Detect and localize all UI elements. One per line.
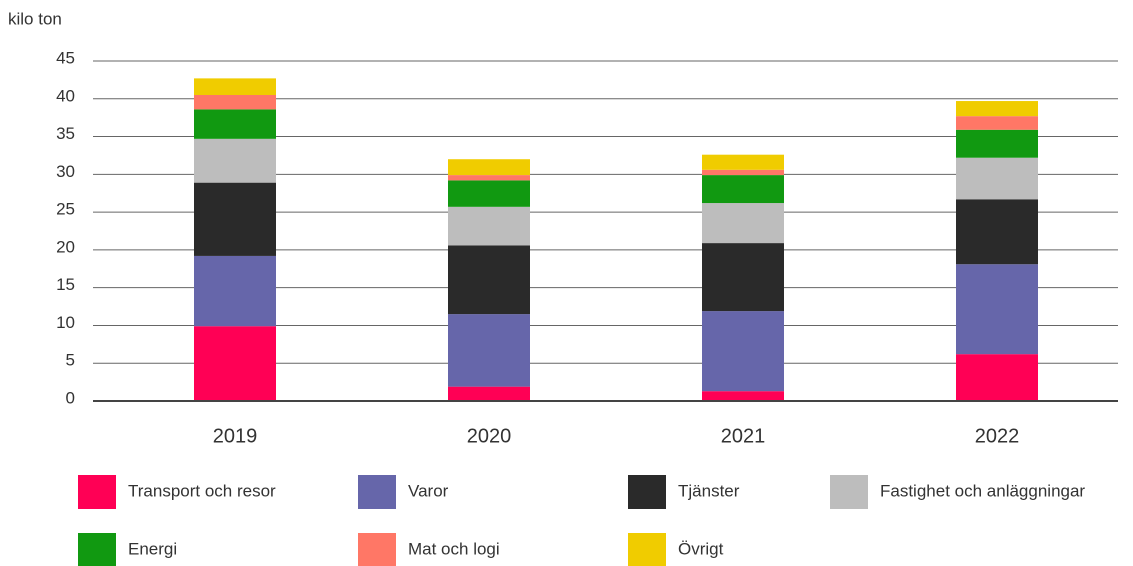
bar-segment bbox=[702, 203, 784, 244]
bar-segment bbox=[194, 78, 276, 95]
y-tick-label: 35 bbox=[56, 124, 75, 143]
x-tick-label: 2019 bbox=[213, 425, 258, 447]
legend-label: Transport och resor bbox=[128, 481, 276, 500]
y-tick-label: 20 bbox=[56, 237, 75, 256]
y-tick-label: 30 bbox=[56, 162, 75, 181]
x-tick-label: 2020 bbox=[467, 425, 512, 447]
bar-segment bbox=[702, 154, 784, 170]
y-tick-label: 15 bbox=[56, 275, 75, 294]
bar-segment bbox=[448, 180, 530, 207]
bar-segment bbox=[194, 326, 276, 401]
bar-segment bbox=[702, 175, 784, 204]
x-tick-label: 2021 bbox=[721, 425, 766, 447]
bar-segment bbox=[956, 199, 1038, 265]
legend-swatch bbox=[830, 475, 868, 509]
legend-label: Energi bbox=[128, 539, 177, 558]
legend-swatch bbox=[628, 533, 666, 566]
y-axis-label: kilo ton bbox=[8, 9, 62, 28]
legend-swatch bbox=[358, 533, 396, 566]
legend-swatch bbox=[78, 533, 116, 566]
legend-label: Varor bbox=[408, 481, 449, 500]
bar-segment bbox=[448, 245, 530, 315]
legend-swatch bbox=[78, 475, 116, 509]
y-tick-label: 5 bbox=[66, 351, 75, 370]
bar-segment bbox=[194, 182, 276, 256]
bar-segment bbox=[194, 138, 276, 183]
y-tick-label: 40 bbox=[56, 86, 75, 105]
bar-segment bbox=[194, 255, 276, 327]
bar-segment bbox=[194, 95, 276, 110]
bar-segment bbox=[702, 391, 784, 401]
bar-segment bbox=[448, 206, 530, 246]
legend-label: Tjänster bbox=[678, 481, 740, 500]
bar-segment bbox=[956, 129, 1038, 158]
bar-segment bbox=[448, 314, 530, 387]
y-tick-label: 0 bbox=[66, 388, 75, 407]
bar-segment bbox=[956, 116, 1038, 130]
bar-segment bbox=[956, 264, 1038, 355]
y-tick-label: 45 bbox=[56, 48, 75, 67]
bar-segment bbox=[956, 354, 1038, 401]
legend-swatch bbox=[628, 475, 666, 509]
bar-segment bbox=[702, 169, 784, 176]
bar-segment bbox=[702, 243, 784, 312]
bar-segment bbox=[956, 101, 1038, 117]
y-tick-label: 25 bbox=[56, 200, 75, 219]
bar-segment bbox=[448, 386, 530, 401]
bar-segment bbox=[194, 109, 276, 139]
bar-segment bbox=[448, 175, 530, 181]
legend-swatch bbox=[358, 475, 396, 509]
x-tick-label: 2022 bbox=[975, 425, 1020, 447]
legend-label: Övrigt bbox=[678, 539, 724, 558]
legend-label: Fastighet och anläggningar bbox=[880, 481, 1085, 500]
bar-segment bbox=[448, 159, 530, 176]
legend-label: Mat och logi bbox=[408, 539, 500, 558]
bar-segment bbox=[702, 311, 784, 392]
bar-segment bbox=[956, 157, 1038, 200]
y-tick-label: 10 bbox=[56, 313, 75, 332]
